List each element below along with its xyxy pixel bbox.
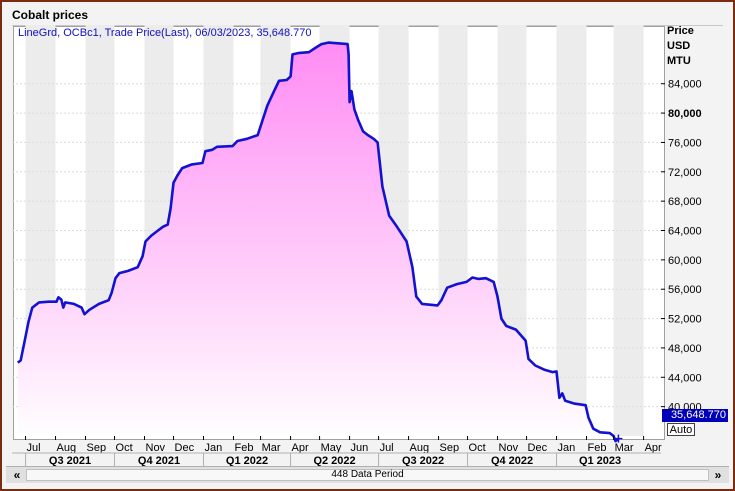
x-month-label: Feb bbox=[588, 442, 607, 454]
y-tick-label: 80,000 bbox=[668, 108, 702, 120]
x-month-label: Jan bbox=[205, 442, 223, 454]
x-month-label: Oct bbox=[116, 442, 133, 454]
series-legend: LineGrd, OCBc1, Trade Price(Last), 06/03… bbox=[18, 27, 312, 39]
x-month-label: Aug bbox=[410, 442, 430, 454]
x-quarter-label: Q1 2023 bbox=[579, 455, 621, 467]
x-month-label: Nov bbox=[146, 442, 166, 454]
x-month-label: Dec bbox=[528, 442, 548, 454]
price-area-fill bbox=[17, 42, 619, 442]
x-month-label: Apr bbox=[645, 442, 662, 454]
x-month-label: Sep bbox=[440, 442, 460, 454]
scroll-thumb[interactable]: 448 Data Period bbox=[26, 469, 709, 481]
auto-scale-button[interactable]: Auto bbox=[667, 423, 695, 436]
x-month-label: Aug bbox=[57, 442, 77, 454]
x-month-label: Mar bbox=[615, 442, 634, 454]
y-tick-label: 52,000 bbox=[668, 314, 702, 326]
window-title: Cobalt prices bbox=[12, 8, 89, 22]
y-tick-label: 68,000 bbox=[668, 196, 702, 208]
x-quarter-label: Q3 2021 bbox=[49, 455, 91, 467]
x-quarter-label: Q4 2021 bbox=[138, 455, 180, 467]
x-month-label: Jul bbox=[380, 442, 394, 454]
x-quarter-label: Q1 2022 bbox=[226, 455, 268, 467]
y-tick-label: 64,000 bbox=[668, 226, 702, 238]
x-quarter-label: Q3 2022 bbox=[402, 455, 444, 467]
last-point-marker bbox=[614, 434, 623, 443]
axis-title-unit: MTU bbox=[667, 55, 691, 67]
x-month-label: Dec bbox=[175, 442, 195, 454]
title-divider bbox=[12, 25, 723, 26]
x-quarter-label: Q2 2022 bbox=[313, 455, 355, 467]
x-month-label: Mar bbox=[262, 442, 281, 454]
scroll-right-button[interactable]: » bbox=[714, 468, 722, 482]
scroll-left-button[interactable]: « bbox=[13, 468, 21, 482]
y-tick-label: 48,000 bbox=[668, 343, 702, 355]
y-tick-label: 84,000 bbox=[668, 79, 702, 91]
x-month-label: May bbox=[321, 442, 342, 454]
y-tick-label: 60,000 bbox=[668, 255, 702, 267]
price-line[interactable] bbox=[17, 41, 620, 443]
y-tick-label: 76,000 bbox=[668, 137, 702, 149]
x-month-label: Jun bbox=[351, 442, 369, 454]
last-value-badge: 35,648.770 bbox=[662, 409, 728, 422]
x-quarter-label: Q4 2022 bbox=[491, 455, 533, 467]
axis-title-currency: USD bbox=[667, 40, 691, 52]
x-month-label: Sep bbox=[87, 442, 107, 454]
x-month-label: Apr bbox=[292, 442, 309, 454]
x-month-label: Jul bbox=[27, 442, 41, 454]
y-tick-label: 72,000 bbox=[668, 167, 702, 179]
data-period-label: 448 Data Period bbox=[331, 469, 404, 480]
axis-title-price: Price bbox=[667, 25, 694, 37]
y-tick-label: 44,000 bbox=[668, 372, 702, 384]
x-month-label: Oct bbox=[469, 442, 486, 454]
x-month-label: Nov bbox=[499, 442, 519, 454]
time-scrollbar[interactable]: « 448 Data Period » bbox=[6, 466, 729, 483]
x-month-label: Jan bbox=[558, 442, 576, 454]
y-tick-label: 56,000 bbox=[668, 284, 702, 296]
x-month-label: Feb bbox=[234, 442, 253, 454]
